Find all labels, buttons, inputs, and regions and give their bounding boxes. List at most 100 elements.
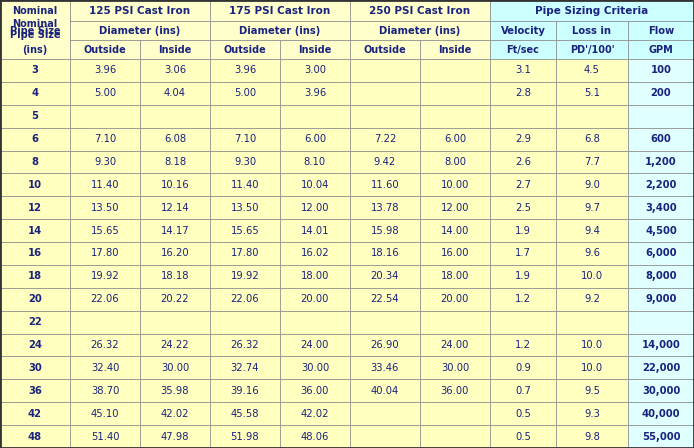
Text: 17.80: 17.80 [230, 249, 259, 258]
Text: 12.00: 12.00 [301, 203, 329, 213]
Bar [0, 288, 70, 311]
Text: 30.00: 30.00 [301, 363, 329, 373]
Bar [70, 128, 140, 151]
Bar [280, 196, 350, 219]
Bar [420, 402, 490, 425]
Text: 16.20: 16.20 [160, 249, 189, 258]
Text: 6.08: 6.08 [164, 134, 186, 144]
Text: Diameter (ins): Diameter (ins) [239, 26, 321, 35]
Bar [628, 357, 694, 379]
Bar [490, 334, 556, 357]
Bar [280, 311, 350, 334]
Text: 2.6: 2.6 [515, 157, 531, 167]
Bar [420, 242, 490, 265]
Bar [140, 425, 210, 448]
Text: 30,000: 30,000 [642, 386, 680, 396]
Text: 4.5: 4.5 [584, 65, 600, 75]
Bar [628, 82, 694, 105]
Bar [140, 151, 210, 173]
Bar [420, 357, 490, 379]
Bar [420, 173, 490, 196]
Text: 36: 36 [28, 386, 42, 396]
Bar [490, 242, 556, 265]
Bar [556, 59, 628, 82]
Text: 0.5: 0.5 [515, 409, 531, 419]
Text: 3.96: 3.96 [94, 65, 116, 75]
Bar [70, 265, 140, 288]
Bar [350, 173, 420, 196]
Text: 19.92: 19.92 [230, 271, 260, 281]
Text: 9.3: 9.3 [584, 409, 600, 419]
Bar [556, 105, 628, 128]
Text: Inside: Inside [438, 44, 472, 55]
Bar [280, 425, 350, 448]
Bar [556, 288, 628, 311]
Bar [0, 334, 70, 357]
Bar [556, 334, 628, 357]
Text: 8.18: 8.18 [164, 157, 186, 167]
Bar [628, 288, 694, 311]
Text: 18.16: 18.16 [371, 249, 399, 258]
Bar [140, 105, 210, 128]
Bar [210, 219, 280, 242]
Bar [0, 82, 70, 105]
Text: 3: 3 [31, 65, 38, 75]
Text: 30.00: 30.00 [441, 363, 469, 373]
Text: 3,400: 3,400 [645, 203, 677, 213]
Bar [420, 82, 490, 105]
Bar [490, 21, 556, 40]
Bar [350, 219, 420, 242]
Text: 40.04: 40.04 [371, 386, 399, 396]
Text: Diameter (ins): Diameter (ins) [99, 26, 180, 35]
Text: Inside: Inside [158, 44, 192, 55]
Bar [0, 128, 70, 151]
Text: 16: 16 [28, 249, 42, 258]
Text: Pipe Sizing Criteria: Pipe Sizing Criteria [535, 5, 649, 16]
Bar [210, 105, 280, 128]
Text: 12.00: 12.00 [441, 203, 469, 213]
Bar [490, 402, 556, 425]
Text: 14.00: 14.00 [441, 226, 469, 236]
Text: 2.5: 2.5 [515, 203, 531, 213]
Text: 8.00: 8.00 [444, 157, 466, 167]
Bar [140, 334, 210, 357]
Text: 15.98: 15.98 [371, 226, 399, 236]
Text: 175 PSI Cast Iron: 175 PSI Cast Iron [229, 5, 330, 16]
Bar [210, 196, 280, 219]
Bar [490, 0, 694, 21]
Bar [420, 379, 490, 402]
Bar [490, 59, 556, 82]
Text: Outside: Outside [83, 44, 126, 55]
Bar [70, 288, 140, 311]
Bar [556, 82, 628, 105]
Text: 3.1: 3.1 [515, 65, 531, 75]
Bar [490, 288, 556, 311]
Text: 18.00: 18.00 [301, 271, 329, 281]
Bar [420, 151, 490, 173]
Text: Outside: Outside [223, 44, 266, 55]
Bar [490, 357, 556, 379]
Text: 18.18: 18.18 [161, 271, 189, 281]
Bar [350, 265, 420, 288]
Text: 32.74: 32.74 [230, 363, 259, 373]
Text: 24.00: 24.00 [301, 340, 329, 350]
Bar [210, 402, 280, 425]
Text: 51.98: 51.98 [230, 431, 260, 442]
Text: 2.9: 2.9 [515, 134, 531, 144]
Text: 14.01: 14.01 [301, 226, 329, 236]
Bar [628, 40, 694, 59]
Text: GPM: GPM [649, 44, 673, 55]
Bar [210, 21, 350, 40]
Text: (ins): (ins) [22, 44, 48, 55]
Bar [350, 59, 420, 82]
Text: 2.8: 2.8 [515, 88, 531, 98]
Text: 9.30: 9.30 [94, 157, 116, 167]
Text: 22,000: 22,000 [642, 363, 680, 373]
Text: 9.5: 9.5 [584, 386, 600, 396]
Text: 24.22: 24.22 [160, 340, 189, 350]
Text: 4.04: 4.04 [164, 88, 186, 98]
Bar [556, 402, 628, 425]
Text: 1.7: 1.7 [515, 249, 531, 258]
Text: 250 PSI Cast Iron: 250 PSI Cast Iron [369, 5, 471, 16]
Bar [140, 402, 210, 425]
